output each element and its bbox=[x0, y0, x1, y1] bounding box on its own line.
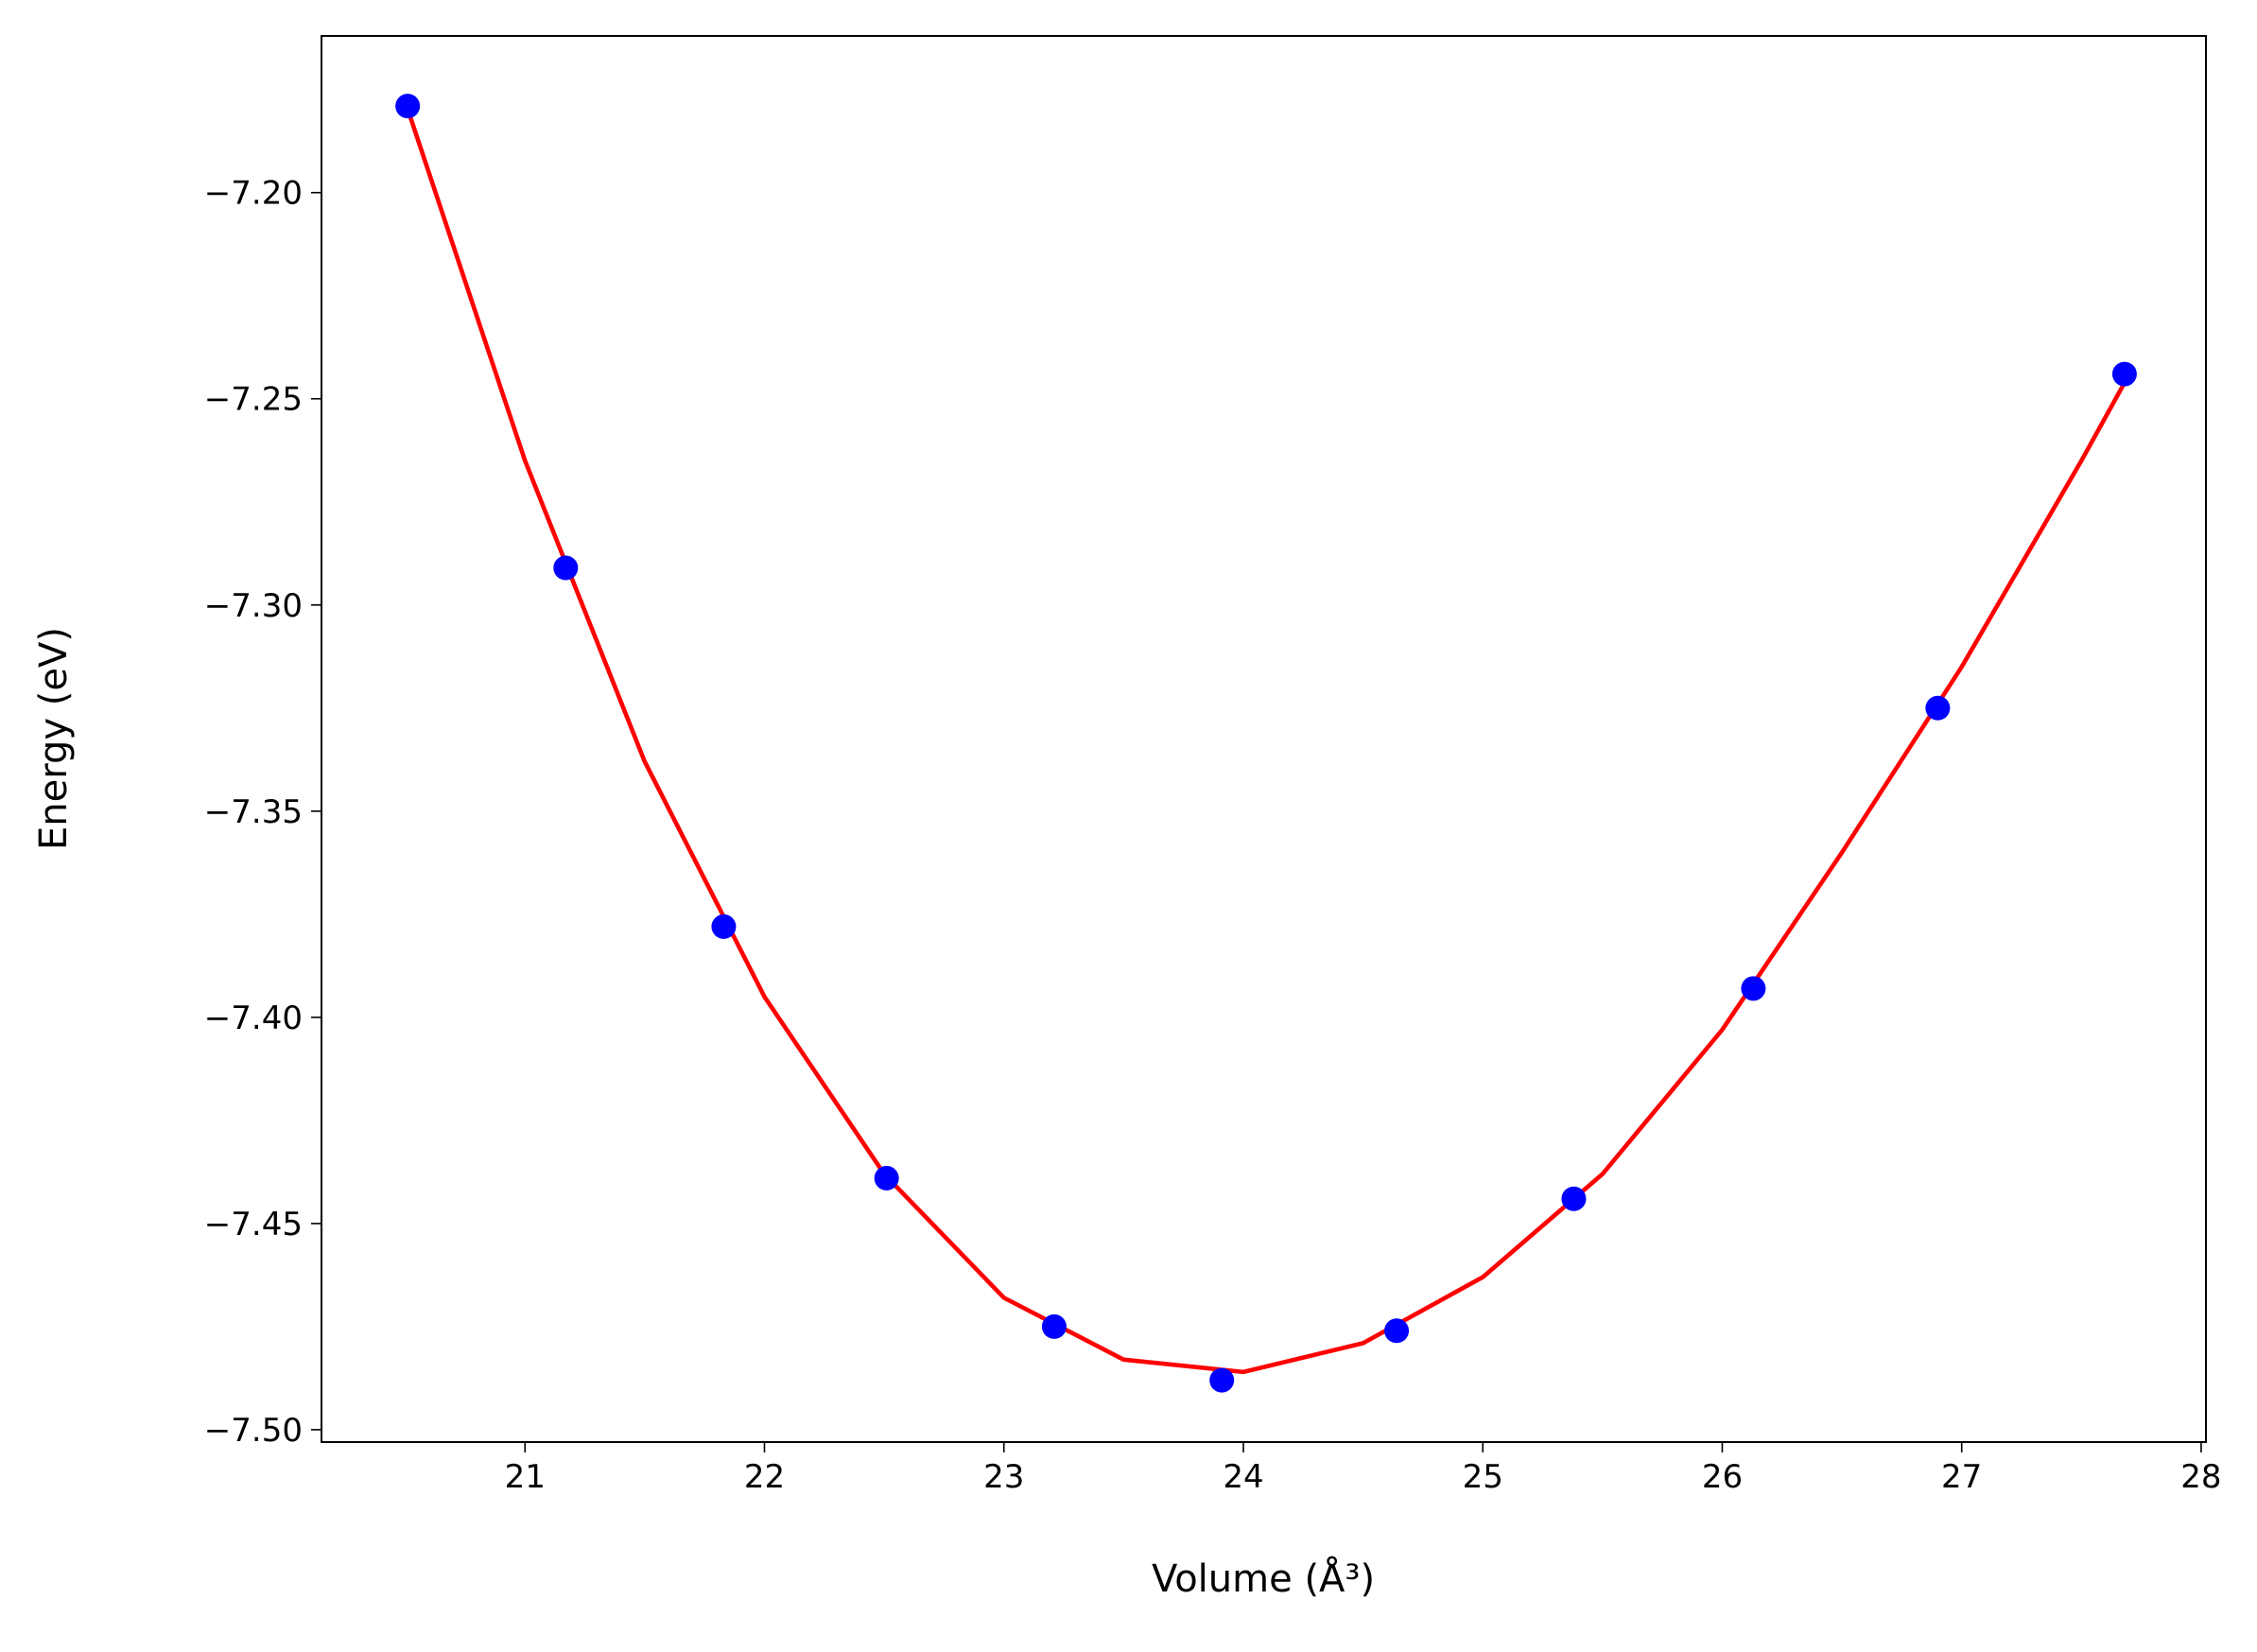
data-point bbox=[2111, 361, 2137, 387]
fit-curve bbox=[403, 101, 2131, 1375]
y-tick-label: −7.30 bbox=[204, 587, 303, 625]
data-point bbox=[874, 1165, 899, 1191]
x-tick-label: 25 bbox=[1463, 1458, 1503, 1496]
x-axis-label: Volume (Å³) bbox=[1152, 1556, 1375, 1601]
x-tick-label: 21 bbox=[505, 1458, 546, 1496]
data-point bbox=[1384, 1318, 1410, 1344]
data-point bbox=[1209, 1367, 1235, 1393]
y-tick-label: −7.35 bbox=[204, 793, 303, 831]
x-tick-label: 28 bbox=[2180, 1458, 2221, 1496]
data-point bbox=[711, 913, 737, 939]
y-tick-label: −7.45 bbox=[204, 1206, 303, 1243]
data-point bbox=[1561, 1186, 1587, 1211]
y-tick-label: −7.40 bbox=[204, 1000, 303, 1037]
x-tick-label: 22 bbox=[744, 1458, 785, 1496]
y-axis-label: Energy (eV) bbox=[32, 627, 76, 850]
data-point bbox=[1741, 976, 1766, 1001]
data-point bbox=[553, 555, 579, 581]
data-point bbox=[395, 94, 421, 119]
y-tick-label: −7.25 bbox=[204, 381, 303, 419]
x-tick-label: 23 bbox=[983, 1458, 1024, 1496]
y-tick-label: −7.50 bbox=[204, 1412, 303, 1450]
data-point bbox=[1041, 1313, 1067, 1339]
x-tick-label: 26 bbox=[1702, 1458, 1743, 1496]
x-tick-label: 27 bbox=[1941, 1458, 1982, 1496]
x-tick-label: 24 bbox=[1223, 1458, 1263, 1496]
y-tick-label: −7.20 bbox=[204, 175, 303, 213]
plot-frame bbox=[321, 35, 2207, 1443]
data-point bbox=[1925, 695, 1951, 721]
